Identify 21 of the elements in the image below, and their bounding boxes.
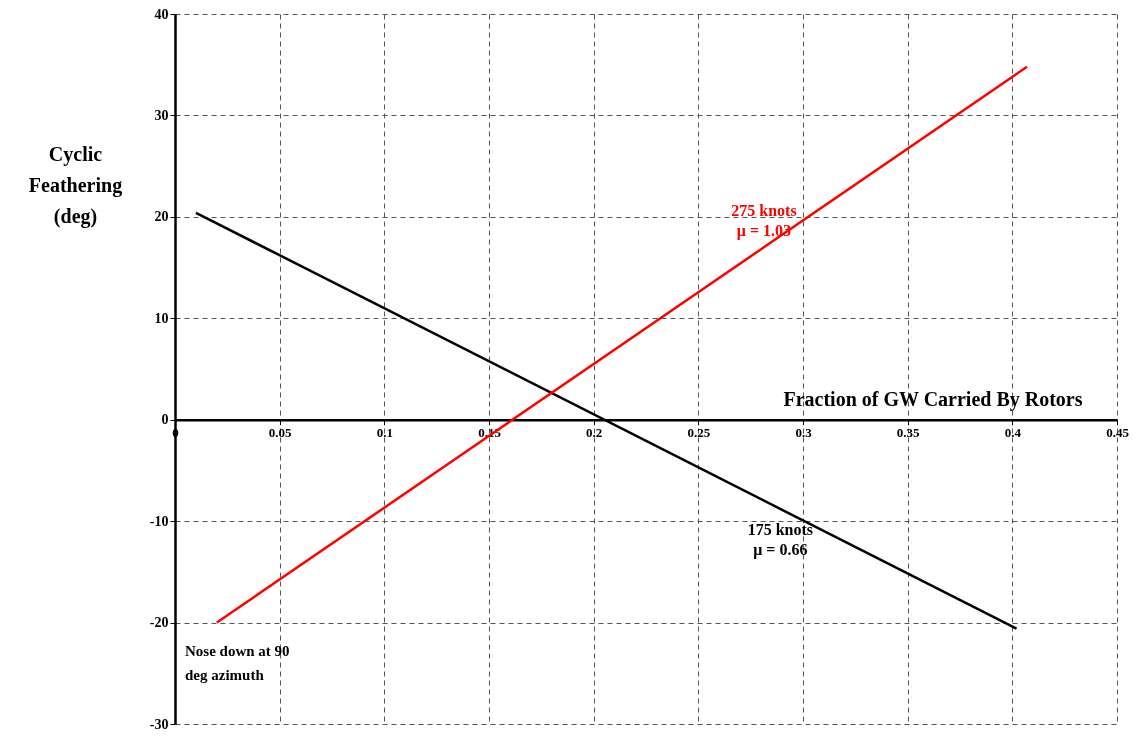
x-tick-label: 0.25 [687, 425, 711, 441]
series-label: 175 knots μ = 0.66 [747, 520, 814, 559]
y-tick-label: -10 [149, 513, 169, 529]
annotation: Nose down at 90 deg azimuth [185, 643, 290, 683]
x-axis-title: Fraction of GW Carried By Rotors [783, 388, 1083, 412]
y-tick-label: 20 [154, 209, 169, 225]
x-tick-label: 0.45 [1106, 425, 1130, 441]
x-tick-label: 0.1 [376, 425, 393, 441]
y-tick-label: 0 [161, 412, 169, 428]
x-tick-label: 0.35 [896, 425, 921, 441]
y-tick-label: 30 [154, 107, 169, 123]
x-tick-label: 0.4 [1004, 425, 1022, 441]
x-tick-label: 0.3 [795, 425, 813, 441]
y-axis-title: Cyclic Feathering (deg) [28, 142, 123, 228]
y-tick-label: -30 [149, 716, 169, 732]
x-tick-label: 0.2 [586, 425, 603, 441]
x-tick-label: 0.05 [268, 425, 293, 441]
y-tick-label: 10 [154, 310, 169, 326]
series-label: 275 knots μ = 1.03 [731, 202, 797, 241]
y-tick-label: -20 [149, 615, 169, 631]
y-tick-label: 40 [154, 6, 169, 22]
